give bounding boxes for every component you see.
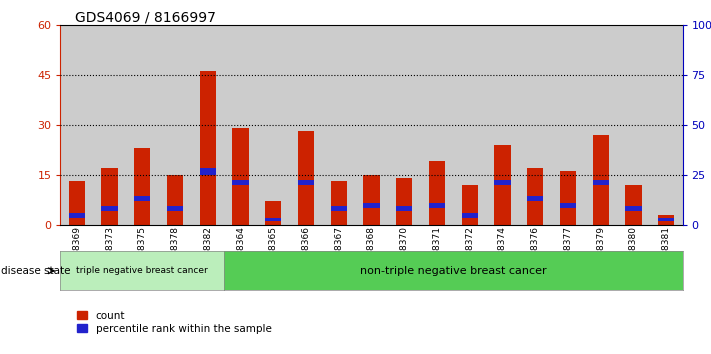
Bar xyxy=(265,201,282,225)
Text: triple negative breast cancer: triple negative breast cancer xyxy=(76,266,208,275)
Bar xyxy=(494,145,510,225)
Bar xyxy=(167,206,183,211)
Bar xyxy=(298,131,314,225)
Bar xyxy=(617,25,650,225)
Bar xyxy=(331,182,347,225)
Bar xyxy=(625,206,641,211)
Bar xyxy=(257,25,289,225)
Bar xyxy=(454,25,486,225)
Bar xyxy=(396,206,412,211)
Bar xyxy=(461,213,478,218)
Bar xyxy=(232,128,249,225)
Bar xyxy=(552,25,584,225)
Bar xyxy=(289,25,322,225)
Bar xyxy=(363,175,380,225)
Bar xyxy=(592,180,609,185)
Bar xyxy=(560,203,576,208)
Legend: count, percentile rank within the sample: count, percentile rank within the sample xyxy=(73,307,276,338)
Bar xyxy=(429,161,445,225)
Bar xyxy=(461,185,478,225)
Bar xyxy=(363,203,380,208)
Bar xyxy=(527,168,543,225)
Bar xyxy=(134,196,151,201)
Bar xyxy=(650,25,683,225)
Bar xyxy=(93,25,126,225)
Bar xyxy=(322,25,355,225)
Bar xyxy=(102,206,118,211)
Bar xyxy=(527,196,543,201)
Bar xyxy=(126,25,159,225)
Text: disease state: disease state xyxy=(1,266,70,276)
Bar xyxy=(200,168,216,175)
Bar xyxy=(355,25,388,225)
Bar xyxy=(232,180,249,185)
Bar xyxy=(331,206,347,211)
Bar xyxy=(60,25,93,225)
Bar xyxy=(388,25,421,225)
Bar xyxy=(396,178,412,225)
Bar xyxy=(298,180,314,185)
Bar xyxy=(200,72,216,225)
Bar xyxy=(224,25,257,225)
Bar xyxy=(167,175,183,225)
Bar xyxy=(494,180,510,185)
Bar xyxy=(69,182,85,225)
Bar xyxy=(191,25,224,225)
Bar xyxy=(560,171,576,225)
Bar xyxy=(159,25,191,225)
Bar xyxy=(69,213,85,218)
Bar xyxy=(421,25,454,225)
Bar xyxy=(658,218,674,222)
Text: non-triple negative breast cancer: non-triple negative breast cancer xyxy=(360,266,547,276)
Text: GDS4069 / 8166997: GDS4069 / 8166997 xyxy=(75,11,215,25)
Bar xyxy=(486,25,519,225)
Bar xyxy=(429,203,445,208)
Bar xyxy=(519,25,552,225)
Bar xyxy=(584,25,617,225)
Bar xyxy=(265,218,282,222)
Bar xyxy=(625,185,641,225)
Bar xyxy=(102,168,118,225)
Bar xyxy=(592,135,609,225)
Bar xyxy=(134,148,151,225)
Bar xyxy=(658,215,674,225)
